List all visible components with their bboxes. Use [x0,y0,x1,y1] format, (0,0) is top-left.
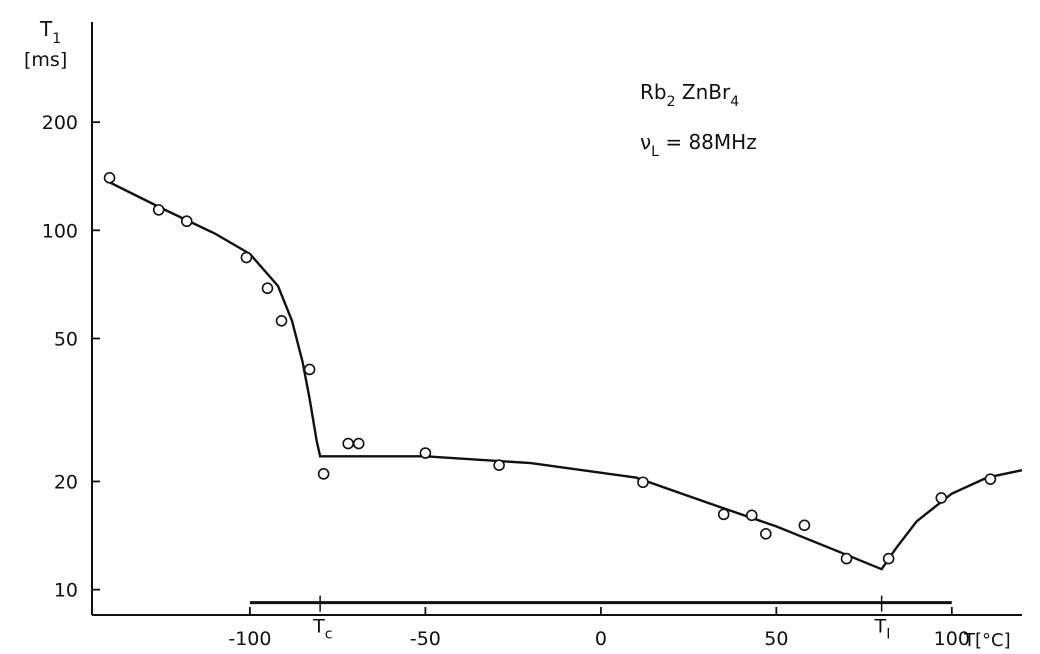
y-axis-unit: [ms] [24,49,67,71]
ti-marker-label: TI [874,616,891,643]
data-point [103,172,116,184]
y-tick-label: 200 [42,112,78,134]
compound-label: Rb2 ZnBr4 [640,80,739,110]
data-point [419,447,432,459]
data-point [180,215,193,228]
x-tick-label: 100 [934,628,970,650]
fit-curve [108,181,1023,571]
x-axis-title: T[°C] [963,630,1011,651]
data-point [261,282,274,295]
data-point [303,363,316,376]
y-tick-label: 100 [42,220,78,242]
frequency-label: νL = 88MHz [640,130,757,160]
y-axis-title: T1 [39,17,61,47]
y-tick-label: 50 [54,328,78,350]
data-point [984,473,997,485]
data-point [717,508,730,521]
x-tick-label: -50 [410,628,441,650]
data-point [317,468,330,480]
data-point [637,476,649,489]
data-point [493,459,505,471]
data-point [745,509,758,522]
data-point [840,552,853,565]
data-point [935,492,948,504]
tc-marker-label: Tc [312,616,332,643]
data-point [240,251,253,264]
data-point [352,437,365,450]
data-point [760,528,772,540]
data-point [152,204,165,216]
data-point [275,315,288,327]
y-tick-label: 20 [54,471,78,493]
data-point [798,519,811,532]
x-tick-label: 0 [595,628,607,650]
x-tick-label: 50 [764,628,788,650]
data-point [342,437,354,450]
y-tick-label: 10 [54,580,78,602]
data-point [882,552,895,565]
x-tick-label: -100 [228,628,271,650]
